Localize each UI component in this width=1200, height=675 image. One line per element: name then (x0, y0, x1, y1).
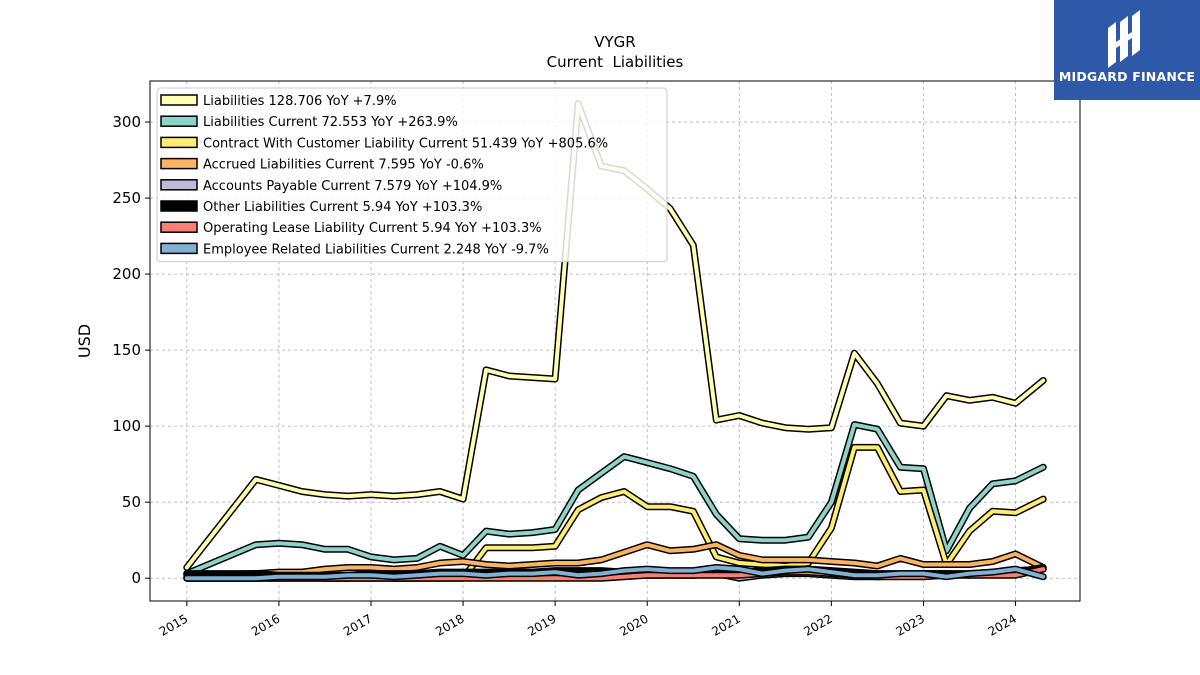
legend-label: Operating Lease Liability Current 5.94 Y… (203, 221, 542, 236)
y-tick-label: 100 (112, 417, 141, 435)
legend-item: Accounts Payable Current 7.579 YoY +104.… (160, 179, 502, 194)
y-tick-label: 150 (112, 341, 141, 359)
chart-title: VYGR (594, 33, 635, 51)
legend-swatch (160, 179, 198, 191)
x-tick-label: 2021 (709, 611, 742, 638)
x-tick-label: 2015 (157, 611, 190, 638)
legend-label: Accrued Liabilities Current 7.595 YoY -0… (203, 158, 484, 173)
legend-label: Employee Related Liabilities Current 2.2… (203, 242, 549, 257)
y-tick-label: 0 (131, 569, 141, 587)
brand-logo: MIDGARD FINANCE (1054, 0, 1200, 100)
series-outline (183, 421, 1047, 578)
series-8 (183, 564, 1047, 582)
y-tick-label: 250 (112, 189, 141, 207)
legend-label: Liabilities Current 72.553 YoY +263.9% (203, 115, 458, 130)
x-tick-label: 2020 (617, 611, 650, 638)
legend-item: Employee Related Liabilities Current 2.2… (160, 242, 549, 257)
series-line (184, 422, 1046, 576)
series-line (184, 565, 1046, 581)
legend-item: Contract With Customer Liability Current… (160, 136, 608, 151)
series-line (184, 542, 1046, 578)
legend-swatch (160, 242, 198, 255)
legend-item: Operating Lease Liability Current 5.94 Y… (160, 221, 542, 236)
legend-swatch (160, 115, 198, 127)
legend-label: Contract With Customer Liability Current… (203, 136, 608, 151)
legend-swatch (160, 136, 198, 149)
legend-item: Liabilities 128.706 YoY +7.9% (160, 94, 397, 109)
x-tick-label: 2018 (433, 611, 466, 638)
legend-item: Other Liabilities Current 5.94 YoY +103.… (160, 200, 482, 215)
chart-subtitle: Current Liabilities (547, 53, 684, 71)
y-tick-label: 300 (112, 113, 141, 131)
legend-label: Other Liabilities Current 5.94 YoY +103.… (203, 200, 482, 215)
series-layer (183, 100, 1047, 582)
y-tick-label: 50 (122, 493, 141, 511)
legend-swatch (160, 221, 198, 233)
y-axis-label: USD (75, 324, 94, 358)
legend-swatch (160, 200, 198, 212)
legend-label: Liabilities 128.706 YoY +7.9% (203, 94, 397, 109)
legend-label: Accounts Payable Current 7.579 YoY +104.… (203, 179, 502, 194)
x-tick-label: 2016 (249, 611, 282, 638)
legend-swatch (160, 94, 198, 106)
x-tick-label: 2022 (801, 611, 834, 638)
y-tick-label: 200 (112, 265, 141, 283)
x-tick-label: 2023 (894, 611, 927, 638)
series-4 (183, 541, 1047, 579)
series-2 (183, 421, 1047, 578)
plot-frame (149, 80, 1081, 602)
legend-swatch (160, 157, 198, 170)
x-tick-label: 2017 (341, 611, 374, 638)
x-tick-label: 2024 (986, 611, 1019, 638)
brand-name: MIDGARD FINANCE (1058, 69, 1196, 84)
legend-box (156, 87, 668, 263)
brand-mark-icon (1108, 10, 1140, 68)
legend-item: Accrued Liabilities Current 7.595 YoY -0… (160, 157, 484, 173)
legend-item: Liabilities Current 72.553 YoY +263.9% (160, 115, 458, 130)
legend: Liabilities 128.706 YoY +7.9% Liabilities… (156, 87, 668, 263)
x-tick-label: 2019 (525, 611, 558, 638)
